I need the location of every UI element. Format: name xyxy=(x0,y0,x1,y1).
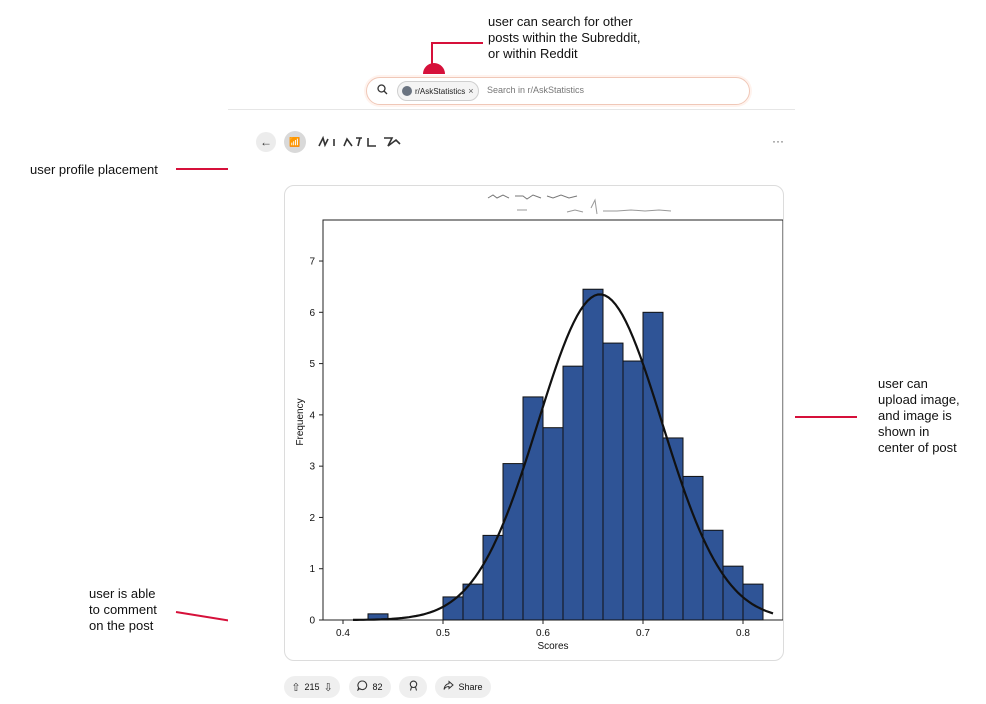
subreddit-avatar[interactable]: 📶 xyxy=(284,131,306,153)
histogram-bar xyxy=(642,311,664,621)
x-tick-label: 0.8 xyxy=(736,628,750,639)
annotation-image-line-2: upload image, xyxy=(878,392,960,407)
y-tick-label: 5 xyxy=(309,359,315,370)
more-options-button[interactable]: ··· xyxy=(772,134,784,148)
vote-control[interactable]: ⇧ 215 ⇩ xyxy=(284,676,340,698)
y-tick-label: 7 xyxy=(309,257,315,268)
x-tick-label: 0.7 xyxy=(636,628,650,639)
subreddit-avatar-icon: 📶 xyxy=(289,137,301,147)
close-icon[interactable]: × xyxy=(468,86,474,96)
y-tick-label: 1 xyxy=(309,564,315,575)
share-icon xyxy=(443,680,455,694)
histogram-bar xyxy=(602,342,624,621)
search-bar[interactable]: r/AskStatistics × Search in r/AskStatist… xyxy=(366,77,750,105)
x-tick-label: 0.6 xyxy=(536,628,550,639)
y-tick-label: 3 xyxy=(309,462,315,473)
annotation-profile: user profile placement xyxy=(30,162,158,177)
arrow-left-icon: ← xyxy=(260,135,272,149)
more-horizontal-icon: ··· xyxy=(772,134,784,148)
histogram-bar xyxy=(622,360,644,621)
annotation-comment-line-2: to comment xyxy=(89,602,157,617)
histogram-chart: 0 1 2 3 4 5 6 7 0.4 0.5 0.6 0.7 0.8 Frequency Score… xyxy=(295,219,783,652)
annotation-comment-line-1: user is able xyxy=(89,586,156,601)
award-button[interactable] xyxy=(399,676,427,698)
search-icon xyxy=(377,83,388,98)
post-title-scribble xyxy=(487,194,672,215)
y-tick-label: 4 xyxy=(309,410,315,421)
search-input[interactable]: Search in r/AskStatistics xyxy=(487,85,585,95)
histogram-bar xyxy=(522,396,544,621)
x-tick-label: 0.5 xyxy=(436,628,450,639)
comment-count: 82 xyxy=(372,682,383,692)
y-tick-label: 0 xyxy=(309,616,315,627)
x-tick-label: 0.4 xyxy=(336,628,350,639)
annotation-search-line-3: or within Reddit xyxy=(488,46,578,61)
annotation-comment-line-3: on the post xyxy=(89,618,154,633)
comment-button[interactable]: 82 xyxy=(349,676,391,698)
annotation-image-connector xyxy=(745,416,857,418)
share-button[interactable]: Share xyxy=(435,676,491,698)
upvote-icon[interactable]: ⇧ xyxy=(291,681,301,694)
subreddit-name-scribble[interactable] xyxy=(316,134,406,150)
post-image-card[interactable]: 0 1 2 3 4 5 6 7 0.4 0.5 0.6 0.7 0.8 Frequency Score… xyxy=(284,185,784,661)
subreddit-chip-label: r/AskStatistics xyxy=(415,86,466,96)
annotation-image: user can upload image, and image is show… xyxy=(878,376,960,456)
annotation-search: user can search for other posts within t… xyxy=(488,14,640,62)
vote-count: 215 xyxy=(304,682,320,692)
annotation-search-connector-h xyxy=(431,42,483,44)
y-tick-label: 2 xyxy=(309,513,315,524)
histogram-bar xyxy=(542,427,564,621)
annotation-image-line-4: shown in xyxy=(878,424,930,439)
x-axis-label: Scores xyxy=(537,641,568,652)
header-divider xyxy=(228,109,795,110)
subreddit-filter-chip[interactable]: r/AskStatistics × xyxy=(397,81,479,101)
downvote-icon[interactable]: ⇩ xyxy=(323,681,333,694)
annotation-image-line-5: center of post xyxy=(878,440,957,455)
award-icon xyxy=(408,680,419,694)
back-button[interactable]: ← xyxy=(256,132,276,152)
annotation-search-connector-v xyxy=(431,42,433,66)
y-tick-label: 6 xyxy=(309,308,315,319)
annotation-image-line-3: and image is xyxy=(878,408,952,423)
subreddit-chip-avatar-icon xyxy=(402,86,412,96)
histogram-bar xyxy=(582,288,604,621)
normal-curve xyxy=(353,293,774,621)
annotation-comment: user is able to comment on the post xyxy=(89,586,157,634)
y-axis-label: Frequency xyxy=(295,398,306,445)
histogram-bar xyxy=(562,365,584,621)
share-label: Share xyxy=(458,682,483,692)
annotation-search-line-2: posts within the Subreddit, xyxy=(488,30,641,45)
histogram-bar xyxy=(662,437,684,621)
annotation-search-line-1: user can search for other xyxy=(488,14,633,29)
annotation-image-line-1: user can xyxy=(878,376,928,391)
histogram-bar xyxy=(742,583,764,621)
histogram-bar xyxy=(502,463,524,621)
comment-icon xyxy=(357,680,368,694)
